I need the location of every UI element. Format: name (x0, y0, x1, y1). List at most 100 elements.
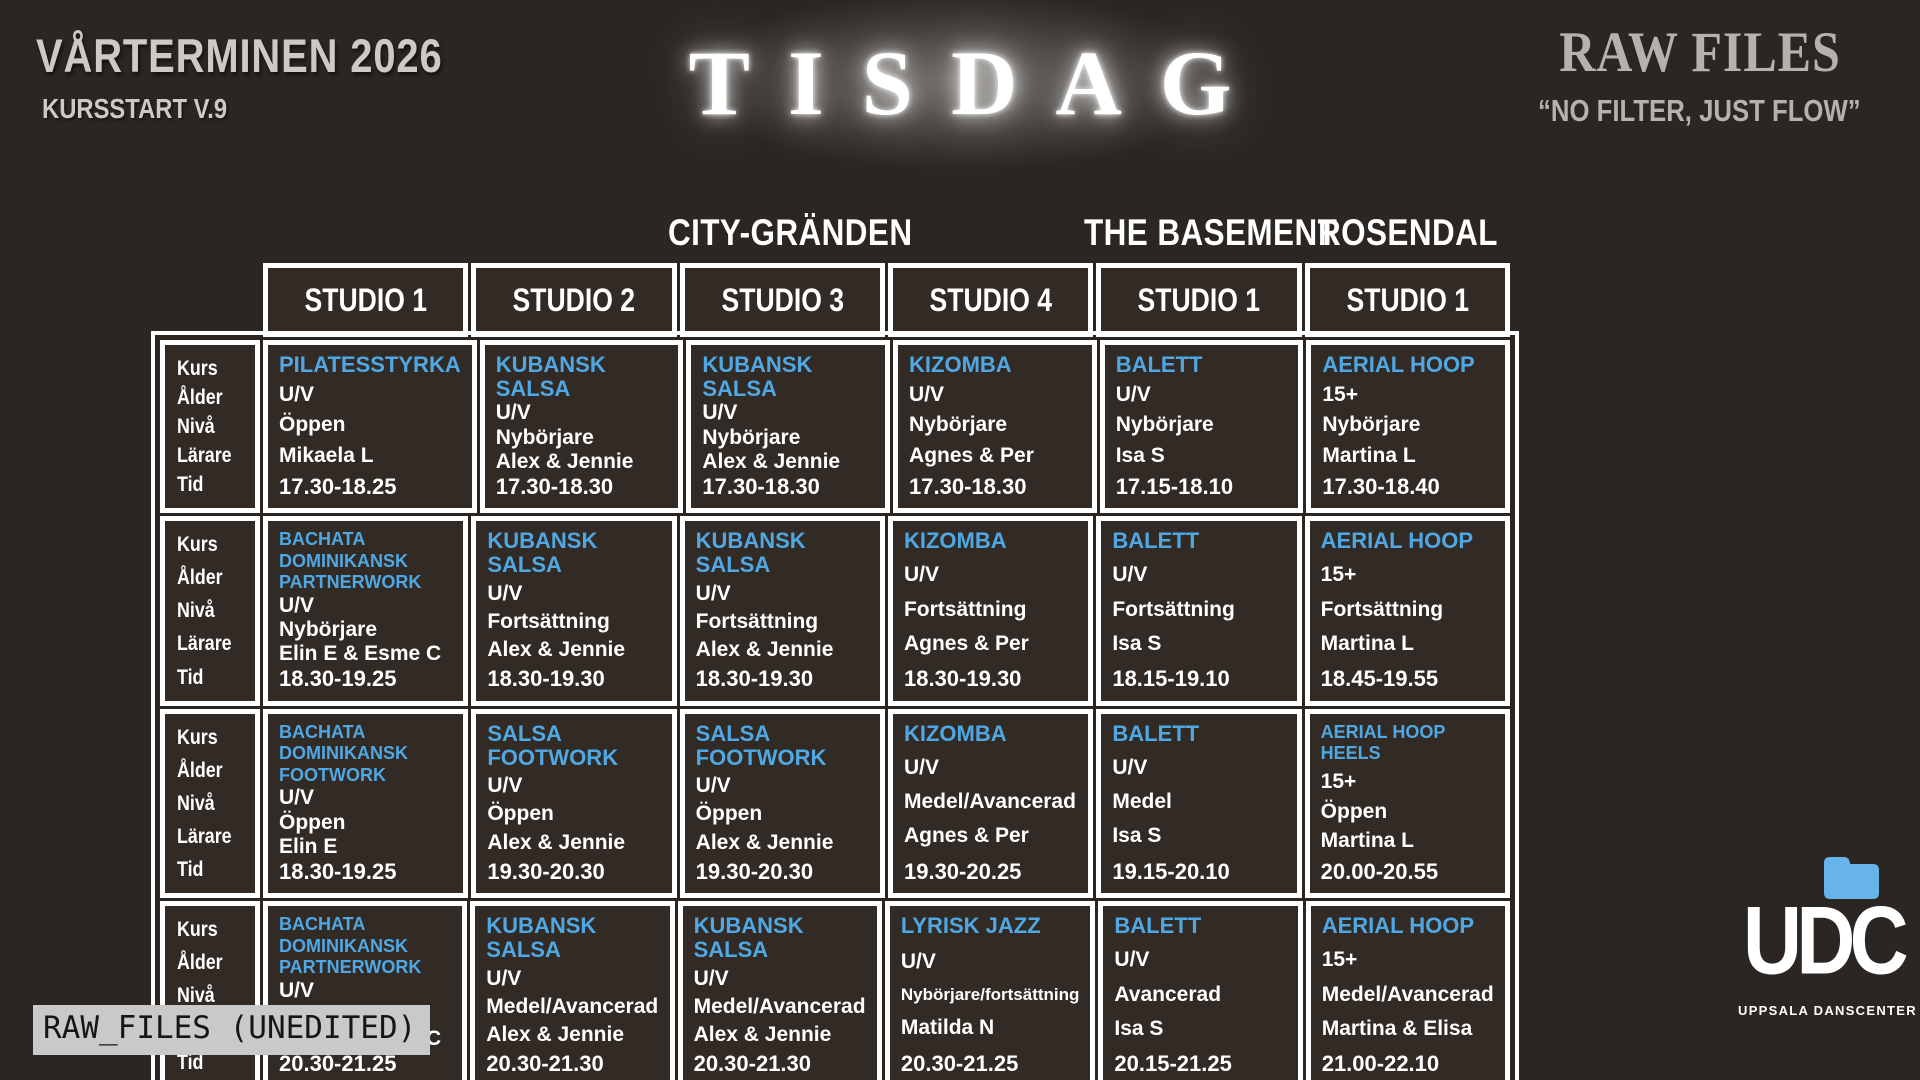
course-teacher: Alex & Jennie (693, 1023, 832, 1047)
course-time: 17.15-18.10 (1115, 473, 1234, 499)
class-cell: AERIAL HOOP 15+ Fortsättning Martina L 18.45… (1304, 516, 1510, 706)
course-name: AERIAL HOOP (1322, 352, 1475, 377)
row-label-cell: Kurs Ålder Nivå Lärare Tid (160, 340, 260, 514)
course-age: U/V (279, 383, 315, 407)
course-time: 19.30-20.30 (487, 858, 605, 884)
course-teacher: Agnes & Per (903, 631, 1029, 655)
class-cell: AERIAL HOOP 15+ Medel/Avancerad Martina & E… (1305, 901, 1510, 1080)
studio-header-label: STUDIO 2 (512, 281, 636, 318)
location-header-the-basement: THE BASEMENT (1084, 212, 1338, 253)
course-level: Fortsättning (487, 609, 610, 633)
studio-header-cell: STUDIO 1 (1096, 263, 1302, 337)
course-time: 18.30-19.30 (487, 666, 605, 692)
class-cell: KIZOMBA U/V Nybörjare Agnes & Per 17.30-18.3… (893, 340, 1097, 514)
course-name: LYRISK JAZZ (900, 913, 1041, 939)
course-time: 17.30-18.30 (495, 473, 614, 499)
course-time: 19.30-20.30 (695, 858, 814, 884)
course-age: U/V (1114, 948, 1150, 972)
course-level: Fortsättning (903, 597, 1027, 621)
location-header-rosendal: ROSENDAL (1318, 212, 1498, 253)
course-age: U/V (279, 593, 315, 617)
studio-header-cell: STUDIO 1 (1304, 263, 1510, 337)
row-label: Tid (177, 1050, 204, 1074)
course-level: Avancerad (1114, 982, 1222, 1006)
course-name: BALETT (1115, 352, 1203, 377)
row-label: Kurs (177, 725, 218, 749)
course-name: SALSA FOOTWORK (695, 720, 827, 770)
corner-spacer (160, 263, 260, 337)
course-age: U/V (1112, 563, 1148, 587)
course-time: 17.30-18.30 (909, 473, 1027, 499)
course-level: Nybörjare (1115, 413, 1214, 437)
row-label: Ålder (177, 758, 223, 782)
row-label: Lärare (177, 824, 232, 848)
course-age: U/V (903, 563, 939, 587)
course-time: 18.30-19.30 (903, 666, 1022, 692)
class-cell: KUBANSK SALSA U/V Nybörjare Alex & Jennie 17… (686, 340, 891, 514)
course-teacher: Alex & Jennie (495, 449, 634, 473)
studio-header-cell: STUDIO 3 (679, 263, 885, 337)
course-name: KIZOMBA (903, 720, 1007, 746)
course-teacher: Alex & Jennie (695, 830, 834, 854)
course-time: 19.15-20.10 (1112, 858, 1230, 884)
course-teacher: Alex & Jennie (487, 830, 626, 854)
schedule-row: Kurs Ålder Nivå Lärare Tid BACHATA DOMINIKANS… (160, 708, 1510, 899)
course-time: 18.30-19.30 (695, 666, 814, 692)
course-teacher: Agnes & Per (903, 824, 1029, 848)
course-teacher: Agnes & Per (909, 443, 1034, 467)
brand-title: RAW FILES (1558, 21, 1841, 84)
term-title: VÅRTERMINEN 2026 (36, 29, 443, 82)
studio-header-label: STUDIO 1 (1346, 281, 1469, 318)
course-time: 17.30-18.30 (702, 473, 820, 499)
schedule-grid: STUDIO 1 STUDIO 2 STUDIO 3 STUDIO 4 STUDIO 1… (151, 263, 1519, 1080)
course-time: 20.30-21.30 (693, 1051, 812, 1077)
course-age: U/V (909, 383, 945, 407)
course-time: 21.00-22.10 (1321, 1051, 1440, 1077)
course-start-label: KURSSTART V.9 (42, 93, 228, 124)
course-time: 19.30-20.25 (903, 858, 1022, 884)
class-cell: KUBANSK SALSA U/V Fortsättning Alex & Jenni… (679, 516, 885, 706)
class-cell: SALSA FOOTWORK U/V Öppen Alex & Jennie 19.30… (679, 708, 885, 899)
course-time: 20.15-21.25 (1114, 1051, 1232, 1077)
course-level: Nybörjare (279, 618, 378, 642)
course-age: U/V (695, 581, 731, 605)
course-name: KUBANSK SALSA (693, 913, 804, 963)
row-label: Nivå (177, 415, 215, 439)
class-cell: KUBANSK SALSA U/V Nybörjare Alex & Jennie 17… (479, 340, 684, 514)
studio-header-row: STUDIO 1 STUDIO 2 STUDIO 3 STUDIO 4 STUDIO 1… (160, 263, 1510, 337)
course-name: KUBANSK SALSA (486, 913, 597, 963)
schedule-row: Kurs Ålder Nivå Lärare Tid BACHATA DOMINIKANS… (160, 516, 1510, 706)
course-age: U/V (279, 978, 315, 1002)
course-name: KIZOMBA (909, 352, 1012, 377)
brand-block: RAW FILES “NO FILTER, JUST FLOW” (1505, 20, 1894, 129)
course-name: BALETT (1112, 720, 1200, 746)
class-cell: LYRISK JAZZ U/V Nybörjare/fortsättning Mati… (884, 901, 1096, 1080)
course-teacher: Alex & Jennie (487, 638, 626, 662)
schedule-row: Kurs Ålder Nivå Lärare Tid PILATESSTYRKA U/V Öp… (160, 340, 1510, 514)
class-cell: BALETT U/V Avancerad Isa S 20.15-21.25 (1098, 901, 1303, 1080)
course-name: AERIAL HOOP (1321, 913, 1475, 939)
course-level: Öppen (487, 802, 554, 826)
course-time: 18.15-19.10 (1112, 666, 1230, 692)
course-time: 17.30-18.25 (279, 473, 397, 499)
course-teacher: Elin E (279, 834, 338, 858)
course-level: Nybörjare (909, 413, 1008, 437)
course-name: KUBANSK SALSA (487, 528, 598, 578)
course-name: SALSA FOOTWORK (487, 720, 619, 770)
course-level: Öppen (279, 413, 346, 437)
course-time: 18.30-19.25 (279, 858, 397, 884)
class-cell: PILATESSTYRKA U/V Öppen Mikaela L 17.30-18.2… (263, 340, 477, 514)
row-label: Tid (177, 858, 204, 882)
course-age: 15+ (1322, 383, 1358, 407)
course-age: U/V (495, 401, 531, 425)
course-age: U/V (903, 755, 939, 779)
class-cell: AERIAL HOOP 15+ Nybörjare Martina L 17.30-18… (1306, 340, 1510, 514)
raw-files-badge: RAW_FILES (UNEDITED) (33, 1005, 431, 1055)
class-cell: BALETT U/V Fortsättning Isa S 18.15-19.10 (1096, 516, 1302, 706)
course-time: 18.45-19.55 (1320, 666, 1439, 692)
class-cell: KIZOMBA U/V Fortsättning Agnes & Per 18.30-1… (887, 516, 1094, 706)
row-label: Tid (177, 665, 204, 689)
studio-header-cell: STUDIO 2 (471, 263, 677, 337)
course-level: Nybörjare/fortsättning (900, 985, 1080, 1005)
course-teacher: Isa S (1115, 443, 1165, 467)
